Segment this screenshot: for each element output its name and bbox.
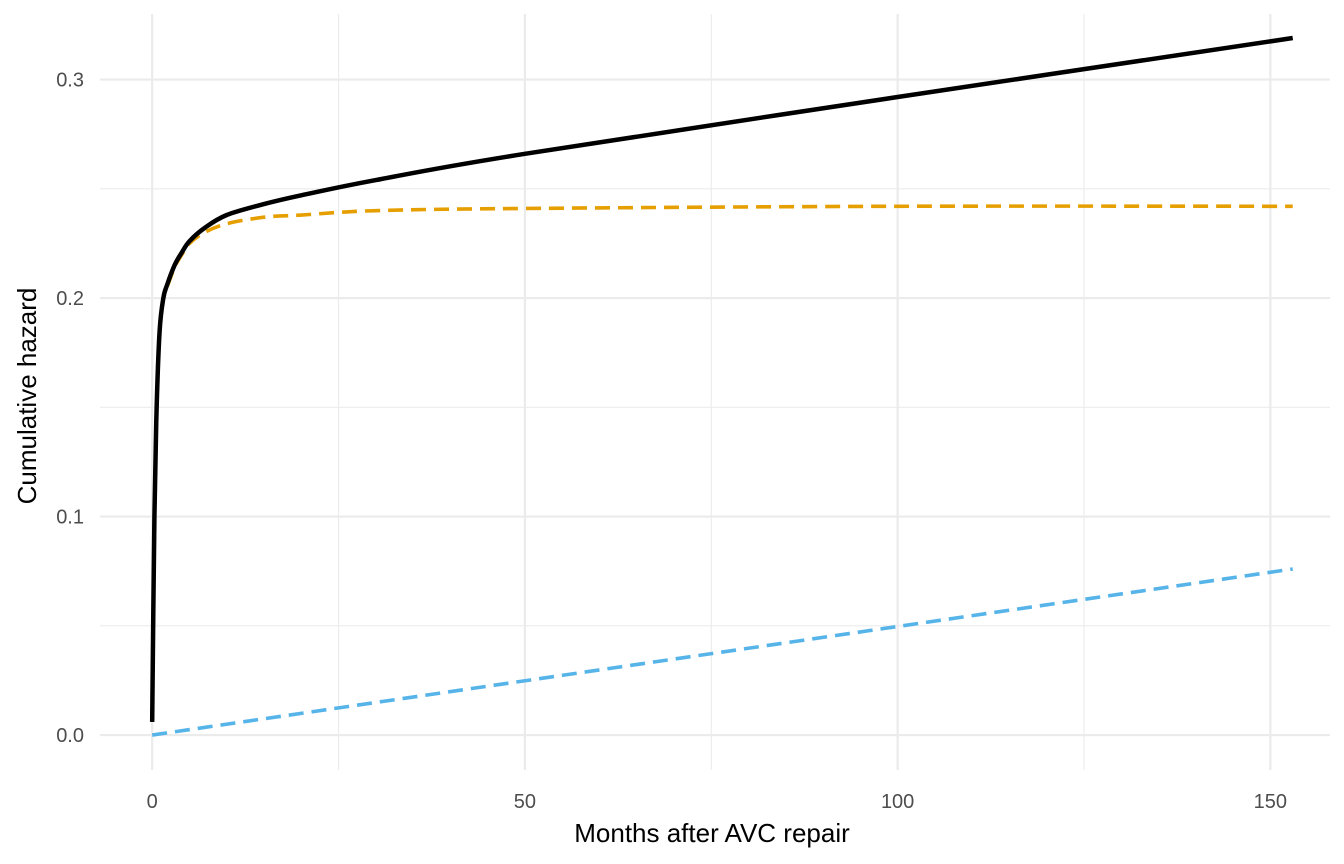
y-axis-tick-labels: 0.0 0.1 0.2 0.3	[56, 70, 84, 747]
y-tick-label: 0.2	[56, 288, 84, 310]
x-tick-label: 150	[1254, 791, 1287, 813]
y-tick-label: 0.3	[56, 70, 84, 92]
series-layer	[149, 35, 1294, 737]
x-tick-label: 50	[514, 791, 536, 813]
x-axis-title: Months after AVC repair	[574, 818, 850, 848]
x-tick-label: 0	[147, 791, 158, 813]
y-tick-label: 0.1	[56, 507, 84, 529]
major-gridlines	[100, 14, 1330, 770]
y-tick-label: 0.0	[56, 725, 84, 747]
series-line-late-phase	[151, 567, 1293, 737]
y-axis-title: Cumulative hazard	[12, 288, 42, 505]
minor-gridlines	[100, 14, 1330, 770]
series-line-total	[149, 35, 1294, 722]
x-tick-label: 100	[881, 791, 914, 813]
x-axis-tick-labels: 0 50 100 150	[147, 791, 1287, 813]
